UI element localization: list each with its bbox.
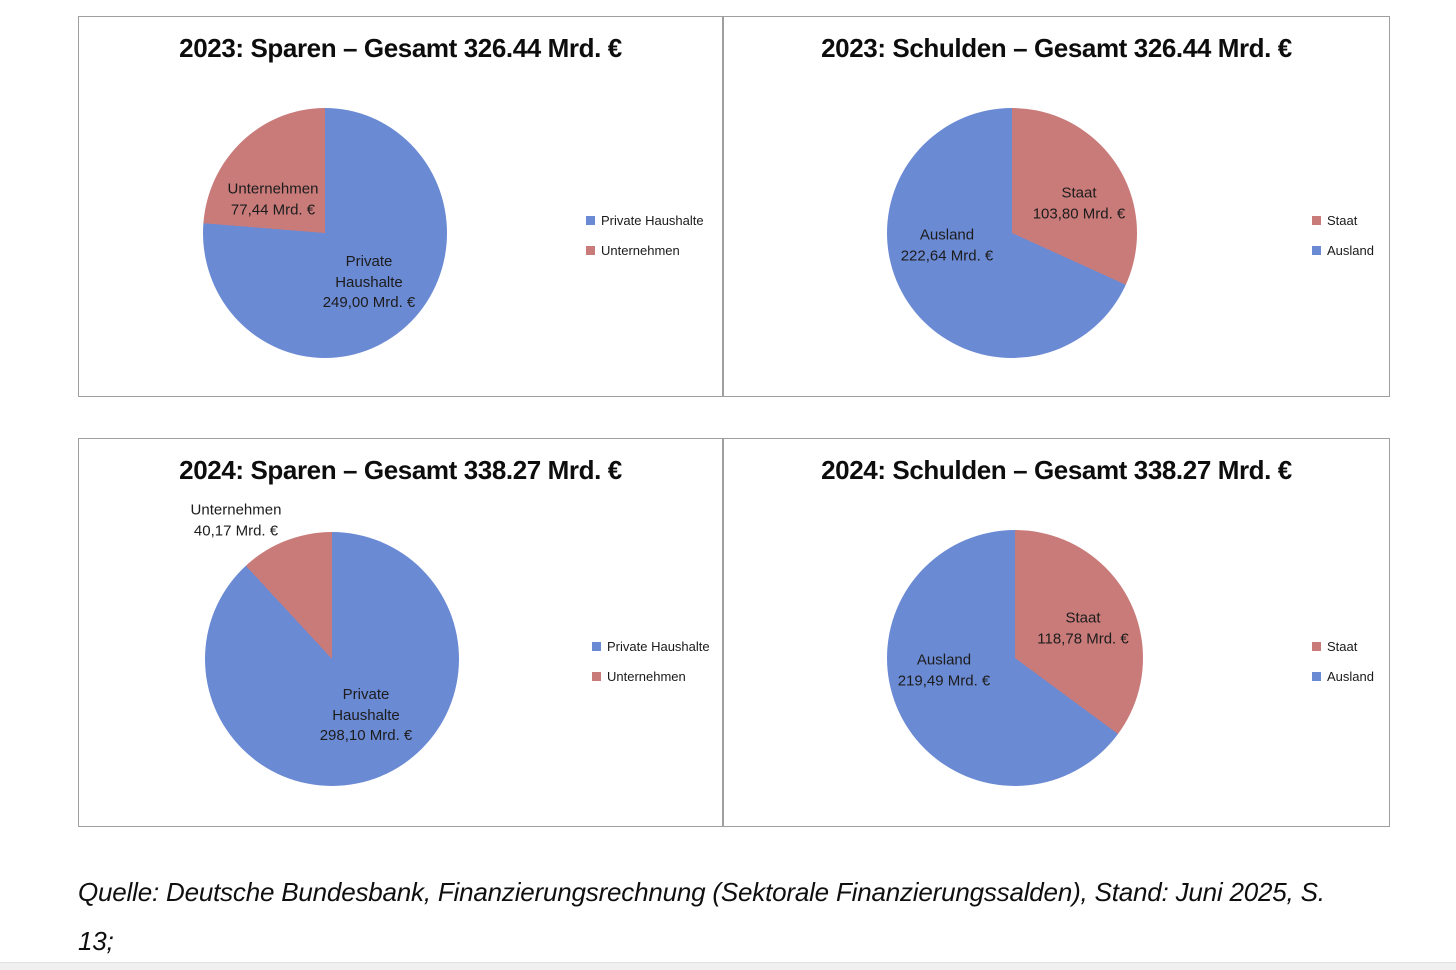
- legend-label: Ausland: [1327, 669, 1374, 684]
- legend-color-swatch: [586, 246, 595, 255]
- slice-label-name: Staat: [1065, 609, 1101, 627]
- plot-area: Private Haushalte 249,00 Mrd. € Unterneh…: [79, 17, 722, 396]
- source-note: Quelle: Deutsche Bundesbank, Finanzierun…: [78, 868, 1386, 967]
- legend-color-swatch: [1312, 672, 1321, 681]
- legend-color-swatch: [592, 672, 601, 681]
- slice-label-value: 118,78 Mrd. €: [1037, 630, 1129, 647]
- chart-row-2024: 2024: Sparen – Gesamt 338.27 Mrd. € Priv…: [78, 438, 1390, 827]
- slice-label-staat: Staat 103,80 Mrd. €: [1033, 183, 1126, 224]
- legend-item-unternehmen: Unternehmen: [592, 669, 710, 684]
- slice-label-value: 103,80 Mrd. €: [1032, 205, 1126, 222]
- legend-color-swatch: [1312, 642, 1321, 651]
- pie-2024-sparen: [205, 532, 459, 786]
- legend-color-swatch: [592, 642, 601, 651]
- legend: Private Haushalte Unternehmen: [586, 213, 704, 258]
- pie-2023-sparen: [203, 108, 447, 358]
- legend-label: Unternehmen: [601, 243, 680, 258]
- legend: Private Haushalte Unternehmen: [592, 639, 710, 684]
- legend-color-swatch: [1312, 216, 1321, 225]
- legend-color-swatch: [586, 216, 595, 225]
- legend-label: Ausland: [1327, 243, 1374, 258]
- slice-label-unternehmen: Unternehmen 77,44 Mrd. €: [228, 179, 319, 220]
- legend-item-unternehmen: Unternehmen: [586, 243, 704, 258]
- slice-label-value: 249,00 Mrd. €: [322, 294, 416, 312]
- pie-2024-schulden: [887, 530, 1143, 786]
- chart-2023-sparen: 2023: Sparen – Gesamt 326.44 Mrd. € Priv…: [78, 16, 723, 397]
- legend-label: Staat: [1327, 639, 1358, 654]
- legend-label: Staat: [1327, 213, 1358, 228]
- slice-label-private-haushalte: Private Haushalte 298,10 Mrd. €: [318, 685, 414, 747]
- slice-label-name: Ausland: [919, 226, 975, 244]
- slice-label-value: 298,10 Mrd. €: [319, 727, 413, 745]
- legend-item-staat: Staat: [1312, 213, 1374, 228]
- legend-label: Unternehmen: [607, 669, 686, 684]
- pie-2023-schulden: [887, 108, 1137, 358]
- slice-label-ausland: Ausland 219,49 Mrd. €: [898, 650, 991, 691]
- slice-label-name: Staat: [1061, 184, 1097, 202]
- chart-title-2024-schulden: 2024: Schulden – Gesamt 338.27 Mrd. €: [821, 455, 1292, 485]
- plot-area: Staat 118,78 Mrd. € Ausland 219,49 Mrd. …: [724, 439, 1389, 826]
- chart-title-2023-sparen: 2023: Sparen – Gesamt 326.44 Mrd. €: [179, 33, 622, 63]
- source-note-line2: 13;: [78, 926, 114, 957]
- chart-title-2023-schulden: 2023: Schulden – Gesamt 326.44 Mrd. €: [821, 33, 1292, 63]
- chart-title-2024-sparen: 2024: Sparen – Gesamt 338.27 Mrd. €: [179, 455, 622, 485]
- slice-label-name: Ausland: [916, 651, 972, 669]
- slice-label-ausland: Ausland 222,64 Mrd. €: [901, 225, 994, 266]
- legend-item-ausland: Ausland: [1312, 243, 1374, 258]
- legend-item-private-haushalte: Private Haushalte: [592, 639, 710, 654]
- legend: Staat Ausland: [1312, 213, 1374, 258]
- plot-area: Private Haushalte 298,10 Mrd. € Unterneh…: [79, 439, 722, 826]
- slice-label-name: Private Haushalte: [335, 252, 403, 291]
- slice-label-unternehmen-outside: Unternehmen 40,17 Mrd. €: [191, 500, 282, 541]
- chart-2023-schulden: 2023: Schulden – Gesamt 326.44 Mrd. € St…: [723, 16, 1390, 397]
- legend-label: Private Haushalte: [601, 213, 704, 228]
- slice-label-value: 40,17 Mrd. €: [193, 522, 279, 539]
- slice-label-private-haushalte: Private Haushalte 249,00 Mrd. €: [321, 252, 417, 314]
- chart-2024-sparen: 2024: Sparen – Gesamt 338.27 Mrd. € Priv…: [78, 438, 723, 827]
- slice-label-name: Unternehmen: [227, 180, 319, 198]
- legend-color-swatch: [1312, 246, 1321, 255]
- legend-label: Private Haushalte: [607, 639, 710, 654]
- chart-row-2023: 2023: Sparen – Gesamt 326.44 Mrd. € Priv…: [78, 16, 1390, 397]
- legend: Staat Ausland: [1312, 639, 1374, 684]
- plot-area: Staat 103,80 Mrd. € Ausland 222,64 Mrd. …: [724, 17, 1389, 396]
- slice-label-name: Unternehmen: [190, 501, 282, 519]
- legend-item-ausland: Ausland: [1312, 669, 1374, 684]
- chart-2024-schulden: 2024: Schulden – Gesamt 338.27 Mrd. € St…: [723, 438, 1390, 827]
- slice-label-name: Private Haushalte: [332, 685, 400, 724]
- slice-label-staat: Staat 118,78 Mrd. €: [1037, 608, 1128, 649]
- source-note-line1: Quelle: Deutsche Bundesbank, Finanzierun…: [78, 877, 1325, 907]
- slice-label-value: 219,49 Mrd. €: [897, 672, 991, 689]
- slice-label-value: 222,64 Mrd. €: [900, 247, 994, 264]
- legend-item-private-haushalte: Private Haushalte: [586, 213, 704, 228]
- slice-label-value: 77,44 Mrd. €: [230, 201, 316, 218]
- window-bottom-edge: [0, 962, 1456, 970]
- legend-item-staat: Staat: [1312, 639, 1374, 654]
